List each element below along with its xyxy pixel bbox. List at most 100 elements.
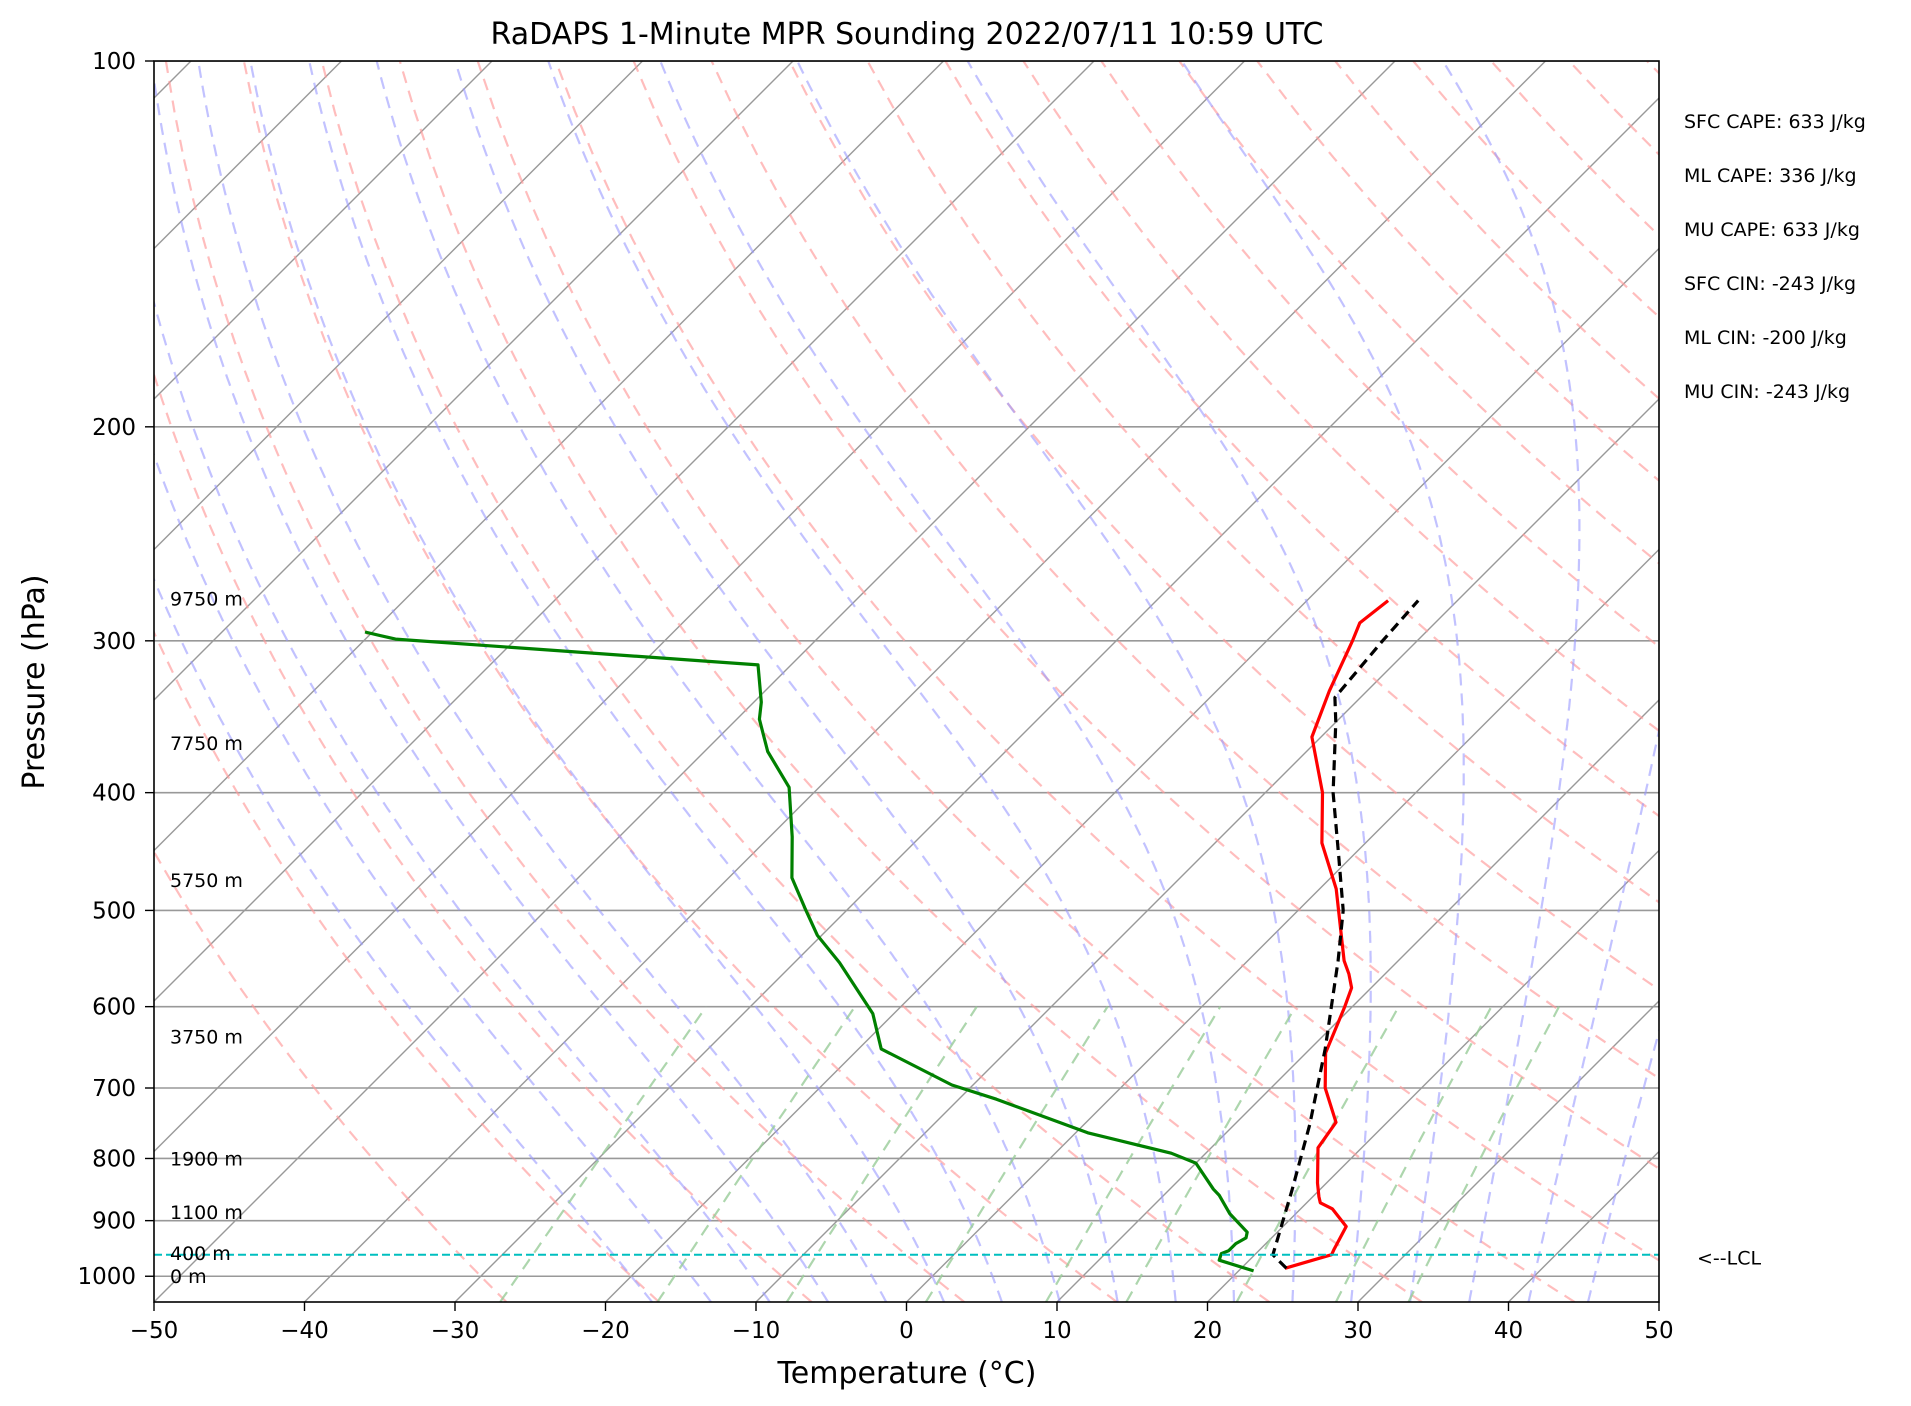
- moist-adiabat: [1180, 61, 1465, 1302]
- y-tick-label: 300: [92, 629, 136, 655]
- height-label: 5750 m: [170, 870, 243, 892]
- isotherm-line: [154, 61, 493, 400]
- y-tick-label: 700: [92, 1076, 136, 1102]
- isotherm-line: [1658, 1301, 1659, 1302]
- dry-adiabat: [788, 61, 1659, 992]
- chart-title: RaDAPS 1-Minute MPR Sounding 2022/07/11 …: [491, 17, 1324, 52]
- dry-adiabat: [1256, 61, 1659, 483]
- isotherm-line: [1357, 1000, 1659, 1302]
- height-label: 9750 m: [170, 589, 243, 611]
- moist-adiabat: [966, 61, 1372, 1302]
- dry-adiabat: [1100, 61, 1659, 649]
- dewpoint-profile: [364, 630, 1255, 1273]
- moist-adiabat: [1441, 61, 1581, 1302]
- y-tick-label: 600: [92, 995, 136, 1021]
- moist-adiabat: [154, 576, 653, 1302]
- dry-adiabat: [1334, 61, 1659, 401]
- y-tick-label: 800: [92, 1146, 136, 1172]
- stat-line: ML CIN: -200 J/kg: [1684, 327, 1847, 349]
- x-tick-label: −10: [732, 1318, 781, 1344]
- isotherm-line: [154, 61, 1245, 1153]
- x-tick-label: 20: [1193, 1318, 1222, 1344]
- dry-adiabat: [154, 371, 813, 1302]
- height-label: 400 m: [170, 1243, 231, 1265]
- moist-adiabat: [154, 72, 830, 1302]
- moist-adiabat: [197, 61, 888, 1302]
- lcl-layer: <--LCL: [1697, 1248, 1761, 1270]
- mixing-ratio-line: [499, 1005, 708, 1302]
- mixing-ratio-line: [1335, 1006, 1493, 1302]
- x-tick-label: 40: [1494, 1318, 1523, 1344]
- dry-adiabat: [320, 61, 1271, 1302]
- dry-adiabat: [476, 61, 1576, 1302]
- y-tick-label: 100: [92, 49, 136, 75]
- height-label: 3750 m: [170, 1027, 243, 1049]
- stats-panel: SFC CAPE: 633 J/kg ML CAPE: 336 J/kg MU CA…: [1684, 111, 1866, 403]
- dry-adiabat: [164, 61, 965, 1302]
- height-labels-layer: 9750 m 7750 m 5750 m 3750 m 1900 m 1100 m 400 …: [170, 589, 243, 1289]
- moist-adiabat: [308, 61, 1003, 1302]
- moist-adiabat: [249, 61, 946, 1302]
- y-tick-label: 900: [92, 1209, 136, 1235]
- stat-line: ML CAPE: 336 J/kg: [1684, 165, 1857, 187]
- x-tick-label: −20: [581, 1318, 630, 1344]
- mixing-ratio-line: [1235, 1006, 1400, 1302]
- dry-adiabat: [1022, 61, 1659, 733]
- moist-adiabat: [659, 61, 1236, 1302]
- moist-adiabat: [375, 61, 1061, 1302]
- temperature-profile: [1284, 599, 1390, 1270]
- dry-adiabat: [632, 61, 1659, 1170]
- y-axis-label: Pressure (hPa): [17, 574, 52, 789]
- isotherm-line: [154, 61, 794, 701]
- dry-adiabat: [242, 61, 1118, 1302]
- background-lines-layer: [154, 61, 1911, 1302]
- height-label: 0 m: [170, 1266, 207, 1288]
- dry-adiabat: [154, 849, 508, 1302]
- dry-adiabat: [866, 61, 1659, 904]
- y-tick-label: 200: [92, 415, 136, 441]
- isotherm-line: [605, 247, 1659, 1302]
- x-tick-label: −40: [280, 1318, 329, 1344]
- moist-adiabat: [1527, 725, 1659, 1302]
- height-label: 1100 m: [170, 1202, 243, 1224]
- dry-adiabat: [1490, 61, 1659, 238]
- axis-ticks-layer: −50 −40 −30 −20 −10 0 10 20 30 40 50 100 200 300 400 50…: [77, 49, 1673, 1344]
- dry-adiabat: [944, 61, 1659, 818]
- isotherm-line: [454, 97, 1659, 1302]
- moist-adiabat: [454, 61, 1119, 1302]
- dry-adiabat: [1568, 61, 1659, 157]
- profile-lines-layer: [154, 599, 1659, 1273]
- x-tick-label: −30: [431, 1318, 480, 1344]
- stat-line: SFC CAPE: 633 J/kg: [1684, 111, 1866, 133]
- dry-adiabat: [1178, 61, 1659, 565]
- y-tick-label: 500: [92, 898, 136, 924]
- mixing-ratio-line: [1125, 1006, 1297, 1302]
- isotherm-line: [304, 61, 1546, 1302]
- x-tick-label: −50: [130, 1318, 179, 1344]
- isotherm-line: [1508, 1150, 1659, 1302]
- dry-adiabat: [1646, 61, 1659, 75]
- stat-line: MU CAPE: 633 J/kg: [1684, 219, 1860, 241]
- isotherm-line: [154, 61, 944, 852]
- height-label: 7750 m: [170, 733, 243, 755]
- dry-adiabat: [554, 61, 1659, 1262]
- isotherm-line: [1056, 699, 1659, 1302]
- x-tick-label: 50: [1644, 1318, 1673, 1344]
- moist-adiabat: [1586, 1027, 1659, 1302]
- x-tick-label: 30: [1343, 1318, 1372, 1344]
- mixing-ratio-line: [656, 1005, 856, 1302]
- moist-adiabat: [547, 61, 1177, 1302]
- isotherm-line: [154, 61, 1396, 1302]
- parcel-profile: [1271, 599, 1420, 1270]
- height-label: 1900 m: [170, 1148, 243, 1170]
- dry-adiabat: [398, 61, 1423, 1302]
- x-tick-label: 0: [899, 1318, 914, 1344]
- mixing-ratio-line: [924, 1006, 1109, 1302]
- dry-adiabat: [1725, 61, 1911, 1302]
- dry-adiabat: [154, 629, 660, 1302]
- isotherm-line: [906, 548, 1659, 1302]
- isotherm-line: [1207, 849, 1659, 1302]
- x-axis-label: Temperature (°C): [777, 1356, 1037, 1391]
- lcl-label: <--LCL: [1697, 1248, 1761, 1270]
